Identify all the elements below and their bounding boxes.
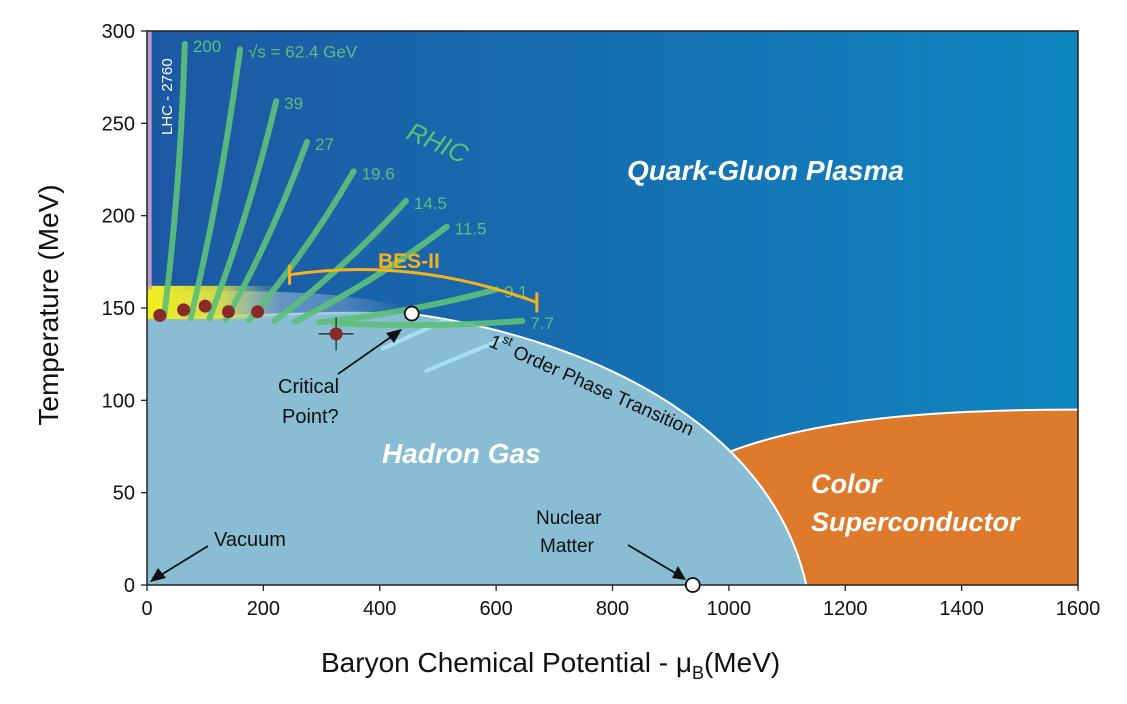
y-tick-label: 50: [113, 483, 135, 505]
x-tick-label: 800: [596, 598, 629, 620]
energy-label: 14.5: [414, 194, 447, 213]
energy-label: 19.6: [362, 164, 395, 183]
nuclear-label-2: Matter: [540, 536, 595, 557]
critical-label-1: Critical: [278, 376, 339, 398]
y-tick-label: 150: [102, 298, 135, 320]
nuclear-arrow-head: [672, 566, 686, 580]
x-axis-title: Baryon Chemical Potential - μB(MeV): [321, 647, 780, 683]
collision-energy-lines: [161, 40, 526, 329]
energy-label: 27: [315, 135, 334, 154]
y-tick-label: 250: [102, 113, 135, 135]
freezeout-point: [153, 308, 167, 322]
energy-line: [187, 46, 244, 321]
freezeout-point: [177, 303, 191, 317]
y-tick-label: 200: [102, 206, 135, 228]
critical-label-2: Point?: [282, 406, 339, 428]
color-superconductor-region: [726, 409, 1078, 585]
freezeout-point: [329, 327, 343, 341]
bes-ii-bracket: [288, 264, 539, 313]
energy-line: [245, 168, 357, 324]
freezeout-point: [198, 299, 212, 313]
energy-label: 39: [284, 94, 303, 113]
energy-line: [161, 40, 188, 321]
hadron-gas-region: [147, 311, 807, 585]
energy-label: 200: [193, 37, 221, 56]
x-tick-label: 0: [141, 598, 152, 620]
x-tick-label: 1400: [939, 598, 984, 620]
transition-marker-2: [424, 337, 504, 373]
y-tick-label: 100: [102, 390, 135, 412]
energy-line: [222, 138, 311, 323]
y-axis-title: Temperature (MeV): [33, 184, 64, 425]
freezeout-point: [221, 305, 235, 319]
hadron-gas-label: Hadron Gas: [382, 438, 541, 469]
energy-line: [330, 317, 526, 329]
x-tick-label: 1000: [707, 598, 752, 620]
energy-line: [206, 98, 280, 322]
superconductor-boundary-line: [728, 408, 1078, 453]
x-tick-label: 200: [247, 598, 280, 620]
nuclear-label-1: Nuclear: [536, 508, 602, 529]
x-tick-label: 600: [479, 598, 512, 620]
lhc-label: LHC - 2760: [159, 58, 176, 135]
energy-line: [271, 197, 409, 324]
critical-point-arrow: [337, 331, 399, 375]
freezeout-points: [153, 299, 354, 351]
x-tick-label: 1600: [1056, 598, 1101, 620]
y-axis-ticks: 0 50 100 150 200 250 300: [102, 21, 147, 597]
x-tick-label: 1200: [823, 598, 868, 620]
freezeout-point: [251, 305, 265, 319]
color-sc-label-2: Superconductor: [811, 507, 1021, 537]
energy-line: [291, 223, 450, 325]
color-sc-label-1: Color: [811, 469, 883, 499]
critical-arrow-head: [386, 329, 402, 343]
energy-label: 11.5: [455, 220, 487, 239]
nuclear-matter-marker: [684, 577, 701, 593]
critical-point-marker: [403, 305, 420, 322]
qgp-label: Quark-Gluon Plasma: [627, 155, 904, 186]
x-tick-label: 400: [363, 598, 396, 620]
energy-label: 7.7: [530, 314, 554, 333]
y-tick-label: 300: [102, 21, 135, 43]
lhc-bar: [147, 31, 152, 290]
vacuum-label: Vacuum: [214, 529, 286, 551]
vacuum-arrow: [155, 545, 209, 579]
y-tick-label: 0: [124, 575, 135, 597]
nuclear-matter-arrow: [627, 544, 683, 578]
bes-ii-label: BES-II: [378, 250, 440, 273]
energy-label: √s = 62.4 GeV: [248, 42, 358, 61]
x-axis-ticks: 0 200 400 600 800 1000 1200 1400 1600: [141, 585, 1100, 620]
vacuum-arrow-head: [150, 568, 166, 582]
